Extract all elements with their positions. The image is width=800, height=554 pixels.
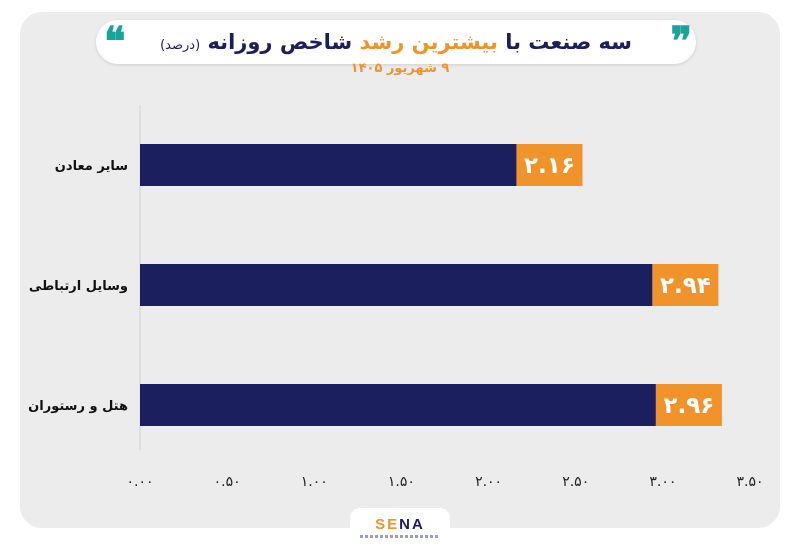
x-tick-label-4: ۱.۵۰ bbox=[388, 474, 415, 490]
x-tick-label-1: ۰.۰۰ bbox=[126, 474, 153, 490]
x-tick-label-2: ۰.۵۰ bbox=[214, 474, 241, 490]
bar-2 bbox=[140, 264, 653, 306]
data-label-bg-3 bbox=[655, 384, 722, 426]
chart-date: ۹ شهریور ۱۴۰۵ bbox=[350, 61, 450, 76]
title-unit: (درصد) bbox=[160, 38, 201, 53]
logo-orange: SE bbox=[375, 516, 400, 533]
data-label-1: ۲.۱۶ bbox=[524, 153, 575, 179]
quote-open-icon: ❞ bbox=[670, 18, 692, 65]
bar-1 bbox=[140, 144, 517, 186]
sena-logo: SENA bbox=[350, 508, 450, 546]
x-tick-label-7: ۳.۰۰ bbox=[649, 474, 676, 490]
title-text: سه صنعت با بیشترین رشد شاخص روزانه (درصد… bbox=[160, 30, 632, 54]
category-label-1: سایر معادن bbox=[55, 159, 128, 174]
title-part1: سه صنعت با bbox=[497, 30, 632, 54]
x-tick-label-8: ۳.۵۰ bbox=[736, 474, 763, 490]
data-label-bg-2 bbox=[652, 264, 719, 306]
data-label-2: ۲.۹۴ bbox=[660, 273, 711, 299]
quote-close-icon: ❝ bbox=[104, 18, 126, 65]
title-part2: شاخص روزانه bbox=[200, 30, 360, 54]
data-label-3: ۲.۹۶ bbox=[663, 393, 714, 419]
chart-title: سه صنعت با بیشترین رشد شاخص روزانه (درصد… bbox=[96, 20, 696, 64]
logo-tagline-graphic bbox=[360, 535, 440, 538]
bar-3 bbox=[140, 384, 656, 426]
category-label-2: وسایل ارتباطی bbox=[29, 279, 128, 294]
x-tick-label-6: ۲.۵۰ bbox=[562, 474, 589, 490]
title-highlight: بیشترین رشد bbox=[359, 30, 498, 54]
category-label-3: هتل و رستوران bbox=[28, 399, 128, 414]
logo-navy: NA bbox=[399, 516, 425, 533]
x-tick-label-5: ۲.۰۰ bbox=[475, 474, 502, 490]
data-label-bg-1 bbox=[516, 144, 583, 186]
x-tick-label-3: ۱.۰۰ bbox=[301, 474, 328, 490]
